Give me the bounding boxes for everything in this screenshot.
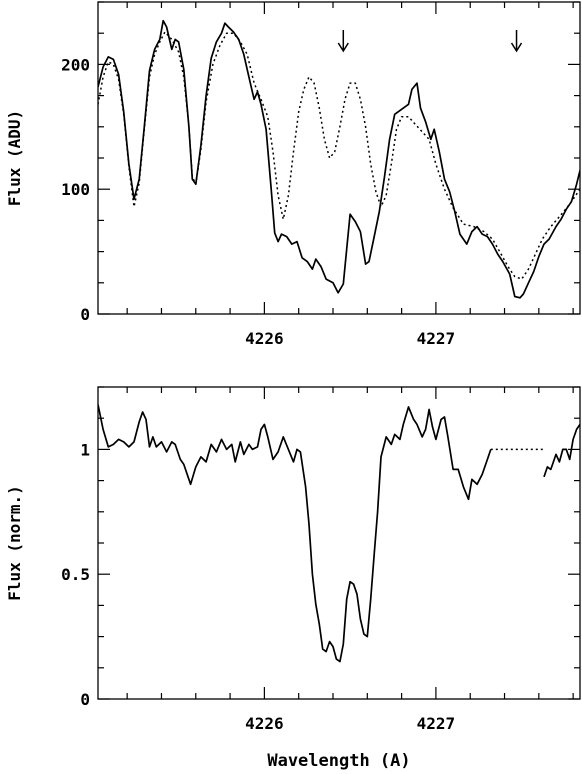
axes-frame-2 (97, 386, 581, 700)
x-tick-label: 4227 (417, 714, 456, 733)
down-arrow-icon (337, 30, 349, 53)
panel-1: 4226 4227 0 100 200 Flux (ADU) (5, 1, 581, 348)
series-line-solid-3 (543, 423, 580, 478)
series-line-solid-1 (98, 19, 580, 299)
arrow-head (337, 42, 349, 53)
y-tick-label: 0 (80, 305, 90, 324)
x-axis-label: Wavelength (A) (267, 751, 410, 771)
x-tick-label: 4226 (245, 329, 284, 348)
down-arrow-icon (510, 30, 523, 53)
arrow-head (510, 42, 523, 53)
axes-frame-1 (97, 1, 581, 315)
y-axis-label: Flux (ADU) (5, 110, 24, 206)
series-line-solid-1 (98, 404, 492, 663)
y-tick-label: 100 (61, 180, 90, 199)
x-tick-label: 4227 (417, 329, 456, 348)
series-line-dotted-2 (98, 31, 580, 280)
y-tick-label: 200 (61, 55, 90, 74)
y-tick-label: 0 (80, 690, 90, 709)
y-axis-label: Flux (norm.) (5, 485, 24, 601)
y-tick-label: 0.5 (61, 565, 90, 584)
y-tick-label: 1 (80, 440, 90, 459)
panel-2: 4226 4227 0 0.5 1 Flux (norm.) Wavelength (A) (5, 386, 581, 771)
x-tick-label: 4226 (245, 714, 284, 733)
